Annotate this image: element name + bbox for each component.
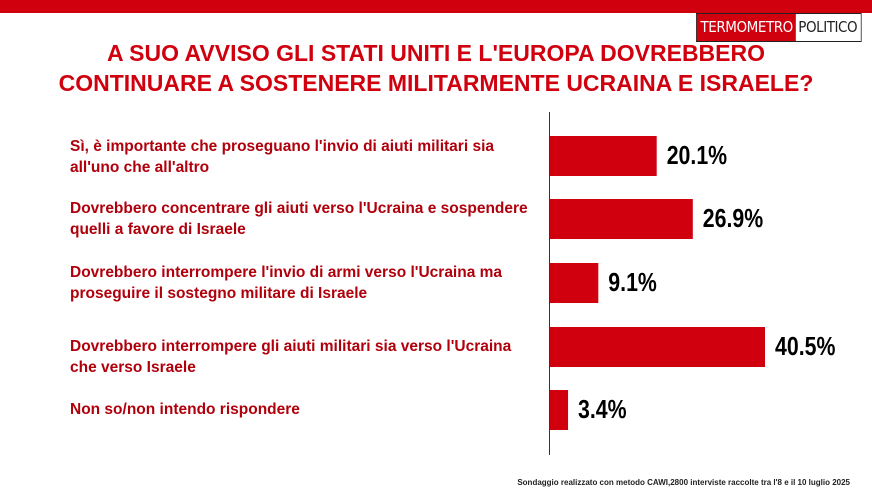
category-label: Dovrebbero concentrare gli aiuti verso l… [70,200,528,238]
bar [550,327,765,367]
bar [550,199,693,239]
bar [550,136,657,176]
chart-title: A SUO AVVISO GLI STATI UNITI E L'EUROPA … [0,38,872,98]
title-text: A SUO AVVISO GLI STATI UNITI E L'EUROPA … [58,40,814,96]
bar [550,390,569,430]
bar [550,263,599,303]
category-label: Dovrebbero interrompere l'invio di armi … [70,264,503,302]
logo: TERMOMETRO POLITICO [696,13,862,42]
top-band [0,0,872,13]
logo-part: TERMOMETRO [696,14,796,41]
value-label: 40.5% [775,332,835,362]
value-label: 3.4% [578,395,627,425]
category-label: Sì, è importante che proseguano l'invio … [70,138,494,176]
value-label: 26.9% [703,204,763,234]
value-label: 9.1% [608,268,657,298]
footnote: Sondaggio realizzato con metodo CAWI,280… [517,478,850,487]
category-label: Non so/non intendo rispondere [70,401,300,418]
category-label: Dovrebbero interrompere gli aiuti milita… [70,338,512,376]
logo-part: POLITICO [795,14,861,41]
value-label: 20.1% [667,141,727,171]
